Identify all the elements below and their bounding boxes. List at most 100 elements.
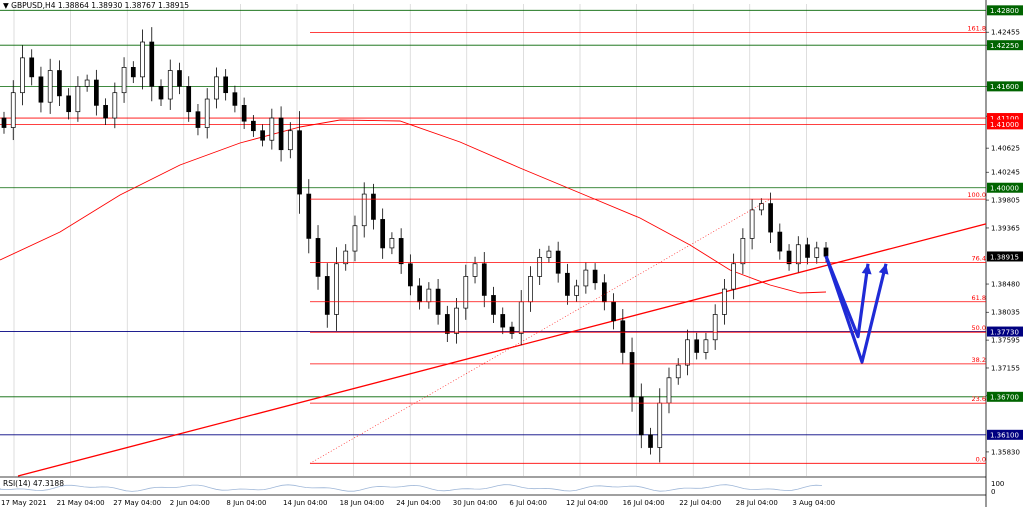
price-level-label: 1.41000: [990, 121, 1019, 129]
bull-candle: [204, 98, 210, 128]
bear-candle: [297, 130, 302, 195]
bear-candle: [29, 57, 35, 78]
price-level-box: [987, 429, 1023, 440]
price-level-label: 1.36700: [990, 394, 1019, 402]
trendlines: [17, 223, 987, 477]
bear-candle: [592, 269, 598, 284]
candles: [1, 27, 829, 463]
bull-candle: [666, 377, 672, 404]
time-tick-label: 28 Jul 04:00: [736, 499, 778, 507]
fib-level-label: 23.6: [972, 395, 986, 403]
bull-candle: [112, 92, 118, 119]
forecast-arrow: [824, 255, 888, 364]
bull-candle: [287, 130, 293, 151]
bull-candle: [583, 269, 589, 287]
bull-candle: [546, 250, 552, 258]
price-level-box: [987, 182, 1023, 193]
bear-candle: [694, 339, 700, 353]
price-level-box: [987, 81, 1023, 92]
bear-candle: [638, 396, 644, 436]
bull-candle: [528, 276, 533, 303]
price-axis: 1.424551.422501.416001.411301.406251.402…: [986, 5, 1023, 456]
bear-candle: [629, 352, 635, 398]
time-tick-label: 16 Jul 04:00: [623, 499, 665, 507]
rsi-scale-bottom: 0: [991, 488, 995, 496]
bear-candle: [786, 250, 792, 265]
bull-candle: [121, 67, 127, 94]
bear-candle: [223, 76, 229, 94]
time-tick-label: 22 Jul 04:00: [679, 499, 721, 507]
price-level-box: [987, 40, 1023, 51]
moving-average: [0, 119, 827, 294]
fib-level-label: 50.0: [972, 324, 986, 332]
bull-candle: [740, 238, 746, 265]
bull-candle: [454, 307, 459, 334]
fib-level-label: 38.2: [972, 356, 986, 364]
bull-candle: [463, 276, 469, 309]
bull-candle: [675, 364, 681, 379]
price-level-box: [987, 119, 1023, 130]
bull-candle: [389, 238, 395, 249]
bear-candle: [417, 285, 422, 303]
bear-candle: [408, 263, 413, 287]
time-tick-label: 27 May 04:00: [113, 499, 161, 507]
bull-candle: [795, 244, 801, 265]
price-tick-label: 1.39365: [991, 224, 1020, 232]
bull-candle: [472, 263, 478, 277]
bear-candle: [57, 70, 62, 97]
price-tick-label: 1.37155: [991, 364, 1020, 372]
price-level-label: 1.38915: [990, 253, 1019, 261]
price-level-box: [987, 5, 1023, 16]
price-tick-label: 1.40625: [991, 145, 1020, 153]
price-tick-label: 1.39805: [991, 197, 1020, 205]
forecast-arrows: [824, 255, 889, 364]
bull-candle: [518, 301, 524, 334]
bear-candle: [94, 79, 99, 106]
bull-candle: [712, 314, 718, 341]
bear-candle: [38, 76, 44, 103]
bear-candle: [103, 105, 108, 119]
bear-candle: [611, 301, 616, 322]
fib-level-label: 100.0: [967, 191, 986, 199]
price-level-label: 1.41100: [990, 115, 1019, 123]
collapse-icon[interactable]: ▼: [3, 1, 9, 10]
bear-candle: [1, 117, 7, 128]
bear-candle: [251, 120, 256, 132]
rsi-panel: 1000: [0, 480, 1004, 496]
bear-candle: [481, 263, 487, 296]
forecast-arrowhead: [861, 263, 872, 275]
time-tick-label: 18 Jun 04:00: [340, 499, 384, 507]
bull-candle: [269, 117, 275, 141]
fibonacci-retracement: 161.8 100.0 76.4 61.8 50.0 38.2 23.6 0.0: [309, 25, 986, 464]
price-level-box: [987, 251, 1023, 262]
bull-candle: [537, 257, 543, 277]
bear-candle: [158, 86, 164, 100]
symbol-ohlc-label: GBPUSD,H4 1.38864 1.38930 1.38767 1.3891…: [11, 1, 190, 10]
price-level-label: 1.37730: [990, 328, 1019, 336]
bull-candle: [703, 339, 709, 353]
rsi-line: [0, 484, 823, 492]
bear-candle: [500, 314, 506, 328]
time-tick-label: 24 Jun 04:00: [396, 499, 440, 507]
symbol-header: ▼ GBPUSD,H4 1.38864 1.38930 1.38767 1.38…: [3, 1, 189, 10]
bull-candle: [343, 250, 349, 265]
bear-candle: [149, 41, 155, 87]
bull-candle: [352, 225, 358, 252]
time-axis: 17 May 2021 21 May 04:00 27 May 04:00 2 Jun…: [1, 499, 835, 507]
price-level-box: [987, 391, 1023, 402]
bear-candle: [620, 320, 626, 353]
bear-candle: [241, 105, 247, 122]
bear-candle: [398, 238, 404, 265]
price-level-box: [987, 113, 1023, 124]
bear-candle: [491, 295, 496, 315]
level-lines: [0, 9, 986, 436]
bull-candle: [140, 41, 145, 78]
price-tick-label: 1.37595: [991, 337, 1020, 345]
bear-candle: [66, 95, 72, 113]
bear-candle: [177, 70, 182, 87]
rising-trendline: [17, 223, 987, 477]
price-tick-label: 1.38035: [991, 309, 1020, 317]
time-tick-label: 21 May 04:00: [57, 499, 105, 507]
